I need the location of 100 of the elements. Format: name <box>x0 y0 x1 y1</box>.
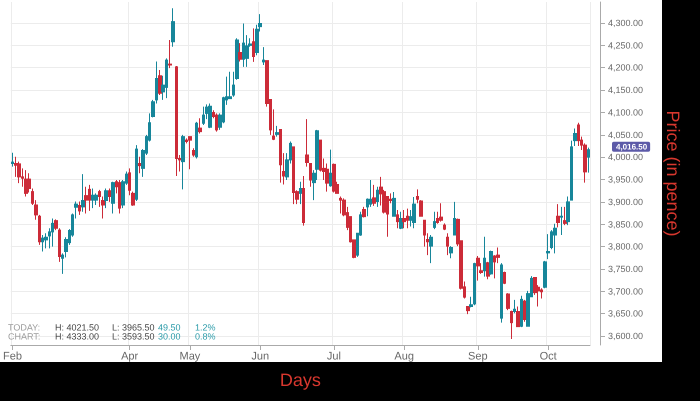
candlestick <box>483 236 486 278</box>
candlestick <box>577 122 580 146</box>
candlestick <box>181 134 185 190</box>
candlestick <box>587 147 590 174</box>
candlestick <box>553 223 557 254</box>
x-tick-label: Aug <box>394 350 414 362</box>
candlestick <box>111 181 115 214</box>
candlestick <box>339 196 342 214</box>
candlestick <box>118 179 121 214</box>
y-tick-label: 3,800.00 <box>608 242 644 252</box>
candlestick <box>516 306 520 328</box>
candlestick <box>396 209 399 229</box>
candlestick <box>202 106 205 126</box>
candlestick <box>439 202 443 222</box>
candlestick <box>88 184 91 212</box>
candlestick <box>51 218 54 248</box>
candlestick <box>513 299 516 314</box>
candlestick <box>309 162 312 188</box>
x-tick-label: May <box>180 350 201 362</box>
candlestick <box>399 211 403 230</box>
candlestick <box>84 186 88 214</box>
candlestick <box>406 208 409 229</box>
candlestick <box>429 234 433 264</box>
annotation: L: 3593.50 <box>112 332 155 342</box>
annotation: H: 4333.00 <box>55 332 100 342</box>
candlestick <box>262 46 265 66</box>
candlestick <box>510 310 513 340</box>
y-tick-label: 4,250.00 <box>608 40 644 50</box>
candlestick <box>252 28 255 62</box>
candlestick <box>453 201 456 236</box>
candlestick <box>466 306 470 315</box>
candlestick <box>94 192 98 206</box>
candlestick <box>476 256 480 282</box>
candlestick <box>563 206 567 226</box>
text: 4,016.50 <box>616 142 648 152</box>
candlestick <box>78 200 81 216</box>
candlestick <box>238 42 242 62</box>
y-tick-label: 4,100.00 <box>608 107 644 118</box>
y-axis-title: Price (in pence) <box>663 110 683 237</box>
candlestick <box>24 170 28 198</box>
annotation: CHART: <box>8 332 40 342</box>
y-tick-label: 3,600.00 <box>608 331 644 342</box>
candlestick <box>546 234 550 260</box>
candlestick <box>165 58 168 99</box>
candlestick <box>91 188 95 209</box>
candlestick <box>412 196 416 229</box>
candlestick <box>168 40 172 69</box>
annotation: H: 4021.50 <box>55 322 100 332</box>
y-tick-label: 3,750.00 <box>608 264 644 274</box>
annotation: TODAY: <box>8 322 40 332</box>
candlestick <box>523 299 526 322</box>
annotation: 0.8% <box>195 332 216 342</box>
x-tick-label: Feb <box>2 350 22 362</box>
y-tick-label: 4,000.00 <box>608 152 644 162</box>
candlestick <box>192 148 195 158</box>
annotation: 1.2% <box>195 322 216 332</box>
candlestick <box>44 232 48 249</box>
x-tick-label: Jul <box>326 350 341 362</box>
candlestick <box>402 209 406 229</box>
candlestick <box>325 162 329 192</box>
candlestick <box>138 156 141 174</box>
candlestick <box>171 8 175 48</box>
candlestick <box>242 22 245 68</box>
y-tick-label: 4,150.00 <box>608 85 644 96</box>
candlestick <box>158 69 162 96</box>
candlestick <box>275 125 279 138</box>
y-tick-label: 3,850.00 <box>608 219 644 230</box>
candlestick <box>449 246 453 259</box>
y-tick-label: 4,050.00 <box>608 130 644 140</box>
candlestick <box>332 162 336 194</box>
candlestick <box>299 181 302 205</box>
x-tick-label: Apr <box>121 350 139 362</box>
candlestick <box>108 188 111 202</box>
candlestick <box>556 204 560 228</box>
y-tick-label: 4,300.00 <box>608 18 644 28</box>
candlestick <box>302 175 305 226</box>
candlestick <box>446 232 449 256</box>
candlestick <box>215 112 218 132</box>
candlestick <box>104 188 108 209</box>
annotation: 49.50 <box>158 322 181 332</box>
candlestick <box>473 262 476 306</box>
candlestick <box>135 144 138 202</box>
candlestick <box>279 128 282 184</box>
candlestick <box>500 262 503 324</box>
annotation: L: 3965.50 <box>112 322 155 332</box>
candlestick <box>175 65 178 176</box>
candlestick <box>81 174 85 212</box>
candlestick <box>433 211 436 230</box>
candlestick <box>195 121 198 160</box>
candlestick <box>208 103 212 129</box>
candlestick <box>520 295 523 328</box>
candlestick <box>443 222 446 231</box>
candlestick <box>506 292 510 311</box>
candlestick <box>503 271 506 285</box>
candlestick <box>329 149 332 188</box>
y-tick-label: 3,700.00 <box>608 286 644 296</box>
candlestick <box>41 234 44 252</box>
y-tick-label: 3,950.00 <box>608 174 644 185</box>
candlestick <box>292 146 295 205</box>
candlestick <box>489 250 493 276</box>
